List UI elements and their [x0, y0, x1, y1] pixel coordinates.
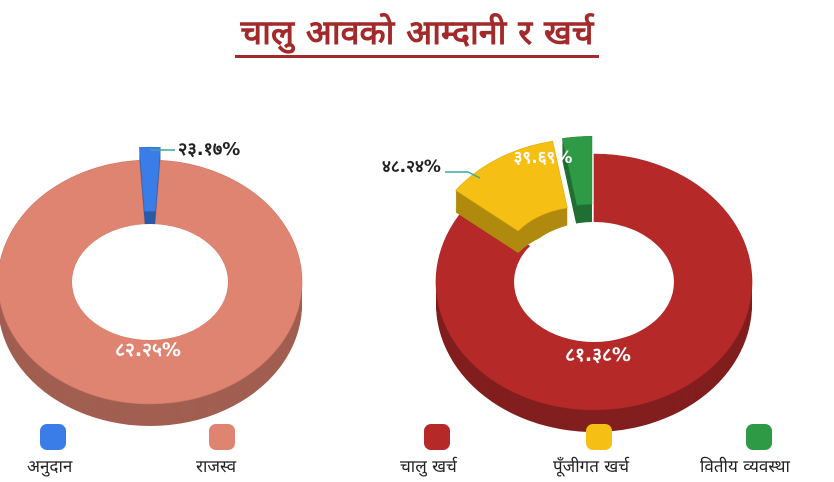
donut-hole [72, 224, 228, 340]
pie-slice [139, 146, 161, 234]
pie-slice [0, 159, 303, 426]
donut-hole [514, 222, 674, 342]
data-label: ४८.२४% [382, 157, 441, 177]
chart-title-text: चालु आवको आम्दानी र खर्च [234, 13, 600, 58]
chart-income: २३.१७% ८२.२५% [0, 139, 303, 426]
data-label: ८१.३८% [565, 344, 631, 366]
legend-swatch [746, 424, 772, 450]
chart-expense: ८१.३८% ३९.६९% ४८.२४% [382, 135, 753, 432]
legend-swatch [209, 424, 235, 450]
pie-slice [455, 140, 568, 254]
legend-label: चालु खर्च [400, 457, 457, 477]
data-label: ३९.६९% [514, 148, 573, 168]
data-label: २३.१७% [178, 139, 240, 160]
pie-slice [561, 135, 593, 228]
legend-label: राजस्व [196, 457, 237, 477]
pie-slice [435, 153, 753, 432]
legend-label: अनुदान [27, 457, 73, 477]
leader-line [445, 171, 481, 179]
legend-swatch [40, 424, 66, 450]
legend-swatch [586, 424, 612, 450]
legend-label: वितीय व्यवस्था [700, 457, 790, 477]
legend-swatch [424, 424, 450, 450]
chart-title: चालु आवको आम्दानी र खर्च [0, 8, 834, 58]
legend-label: पूँजीगत खर्च [553, 457, 630, 477]
data-label: ८२.२५% [115, 339, 181, 361]
